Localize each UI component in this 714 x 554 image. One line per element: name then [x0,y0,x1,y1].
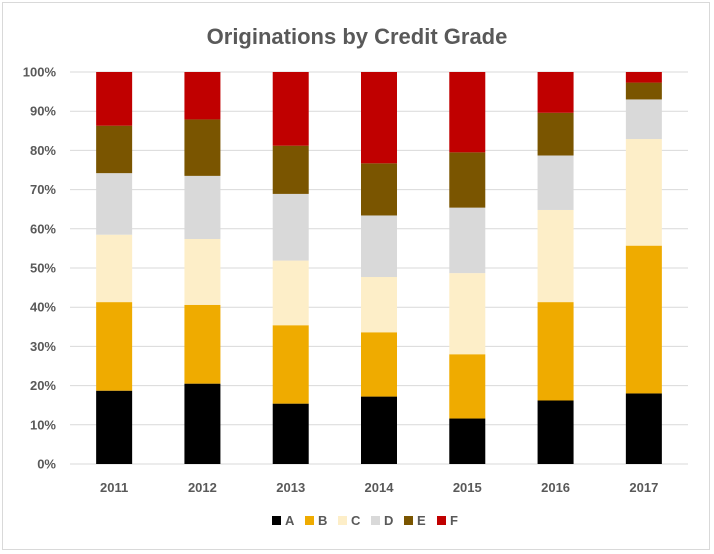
bar-segment-C-2013 [272,260,309,326]
bar-segment-B-2014 [361,332,397,397]
legend-swatch-F [437,516,446,525]
bar-segment-C-2017 [625,139,662,246]
bar-segment-E-2015 [449,152,486,208]
legend-swatch-E [404,516,413,525]
bar-segment-A-2014 [361,396,397,464]
y-tick-label: 100% [23,65,57,80]
bar-segment-F-2013 [272,72,309,146]
y-tick-label: 40% [30,300,56,315]
bar-segment-B-2016 [537,302,574,401]
legend-label: A [285,513,295,528]
bar-segment-E-2011 [96,125,133,174]
bar-segment-B-2011 [96,302,133,391]
legend-label: E [417,513,426,528]
chart-title: Originations by Credit Grade [207,24,508,49]
y-tick-label: 30% [30,339,56,354]
bar-segment-E-2016 [537,112,574,156]
bar-segment-A-2017 [625,393,662,464]
x-tick-label: 2016 [541,480,570,495]
bar-segment-A-2015 [449,418,486,464]
bar-segment-B-2015 [449,354,486,419]
x-tick-label: 2017 [629,480,658,495]
bar-segment-E-2012 [184,119,221,176]
bar-segment-F-2012 [184,72,221,120]
bar-segment-E-2017 [625,82,662,100]
bar-segment-B-2017 [625,245,662,394]
bar-segment-A-2012 [184,383,221,464]
bar-segment-C-2015 [449,273,486,355]
y-tick-label: 90% [30,104,56,119]
bar-segment-A-2016 [537,400,574,464]
bar-segment-D-2017 [625,99,662,140]
legend-label: B [318,513,327,528]
bar-segment-B-2013 [272,325,309,404]
legend-swatch-A [272,516,281,525]
bar-segment-E-2013 [272,145,309,194]
bar-segment-F-2017 [625,72,662,83]
legend-swatch-B [305,516,314,525]
bar-segment-E-2014 [361,163,397,216]
y-tick-label: 0% [37,457,56,472]
x-tick-label: 2014 [365,480,395,495]
y-tick-label: 80% [30,143,56,158]
bar-segment-C-2014 [361,277,397,333]
x-tick-label: 2013 [276,480,305,495]
bar-segment-D-2016 [537,155,574,210]
bar-segment-D-2015 [449,207,486,274]
y-tick-label: 10% [30,417,56,432]
bar-segment-C-2011 [96,234,133,303]
x-tick-label: 2012 [188,480,217,495]
bar-segment-D-2012 [184,175,221,239]
legend-label: F [450,513,458,528]
x-tick-label: 2011 [100,480,128,495]
bar-segment-C-2012 [184,238,221,305]
bar-segment-A-2013 [272,403,309,464]
bar-segment-A-2011 [96,390,133,464]
legend-swatch-C [338,516,347,525]
bar-segment-C-2016 [537,209,574,303]
bar-segment-D-2011 [96,173,133,235]
legend-label: D [384,513,393,528]
bar-segment-B-2012 [184,304,221,384]
y-tick-label: 20% [30,378,56,393]
y-tick-label: 50% [30,261,56,276]
legend-swatch-D [371,516,380,525]
bar-segment-D-2013 [272,193,309,261]
x-tick-label: 2015 [453,480,482,495]
y-tick-label: 60% [30,221,56,236]
bar-segment-F-2015 [449,72,486,153]
bar-segment-F-2016 [537,72,574,113]
bar-segment-F-2014 [361,72,397,164]
y-tick-label: 70% [30,182,56,197]
bar-segment-D-2014 [361,215,397,278]
legend-label: C [351,513,361,528]
bar-segment-F-2011 [96,72,133,126]
